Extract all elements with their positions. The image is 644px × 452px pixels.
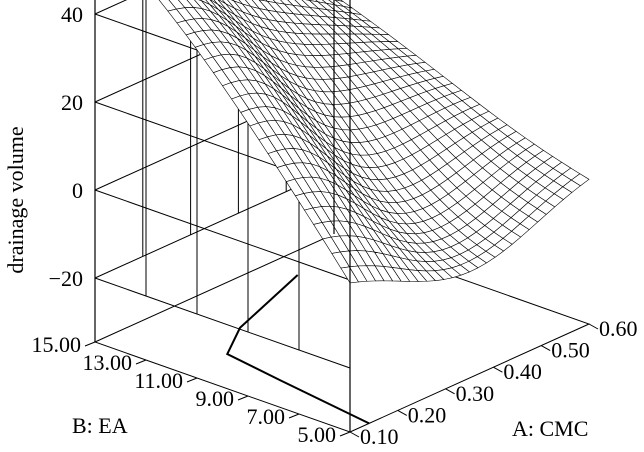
x-tick-label: 0.40 bbox=[503, 359, 542, 384]
y-tick-mark bbox=[339, 431, 351, 437]
y-tick-mark bbox=[237, 395, 249, 401]
y-tick-label: 13.00 bbox=[83, 350, 133, 375]
contour-line bbox=[225, 274, 370, 425]
y-tick-label: 5.00 bbox=[298, 422, 337, 447]
axis-frame bbox=[84, 0, 599, 438]
surface-cell bbox=[570, 173, 590, 187]
z-tick-label: 0 bbox=[72, 178, 83, 203]
x-tick-mark bbox=[397, 409, 408, 416]
y-tick-label: 11.00 bbox=[134, 368, 183, 393]
z-axis-title: drainage volume bbox=[3, 126, 28, 273]
x-tick-mark bbox=[540, 345, 551, 352]
x-tick-mark bbox=[493, 366, 503, 373]
y-tick-mark bbox=[186, 377, 198, 383]
y-tick-mark bbox=[84, 341, 96, 347]
wall-left-gridline bbox=[94, 189, 351, 281]
x-tick-label: 0.60 bbox=[599, 316, 638, 341]
x-tick-mark bbox=[349, 431, 360, 438]
x-tick-label: 0.20 bbox=[408, 402, 447, 427]
tick-labels: 806040200−205.007.009.0011.0013.0015.000… bbox=[32, 2, 638, 449]
x-axis-title: A: CMC bbox=[512, 416, 588, 441]
y-tick-mark bbox=[135, 359, 147, 365]
y-tick-label: 15.00 bbox=[32, 332, 82, 357]
x-tick-label: 0.50 bbox=[551, 338, 590, 363]
y-tick-label: 9.00 bbox=[196, 386, 235, 411]
x-tick-mark bbox=[588, 323, 599, 330]
floor-contour bbox=[225, 274, 370, 425]
wall-left-gridline bbox=[94, 277, 351, 369]
z-tick-label: 20 bbox=[61, 90, 83, 115]
z-tick-label: 40 bbox=[61, 2, 83, 27]
y-tick-mark bbox=[288, 413, 300, 419]
y-tick-label: 7.00 bbox=[247, 404, 286, 429]
y-axis-title: B: EA bbox=[72, 413, 128, 438]
x-tick-label: 0.10 bbox=[360, 424, 399, 449]
z-tick-label: −20 bbox=[49, 266, 83, 291]
x-tick-label: 0.30 bbox=[456, 381, 495, 406]
response-surface bbox=[158, 0, 590, 284]
x-tick-mark bbox=[445, 388, 455, 395]
